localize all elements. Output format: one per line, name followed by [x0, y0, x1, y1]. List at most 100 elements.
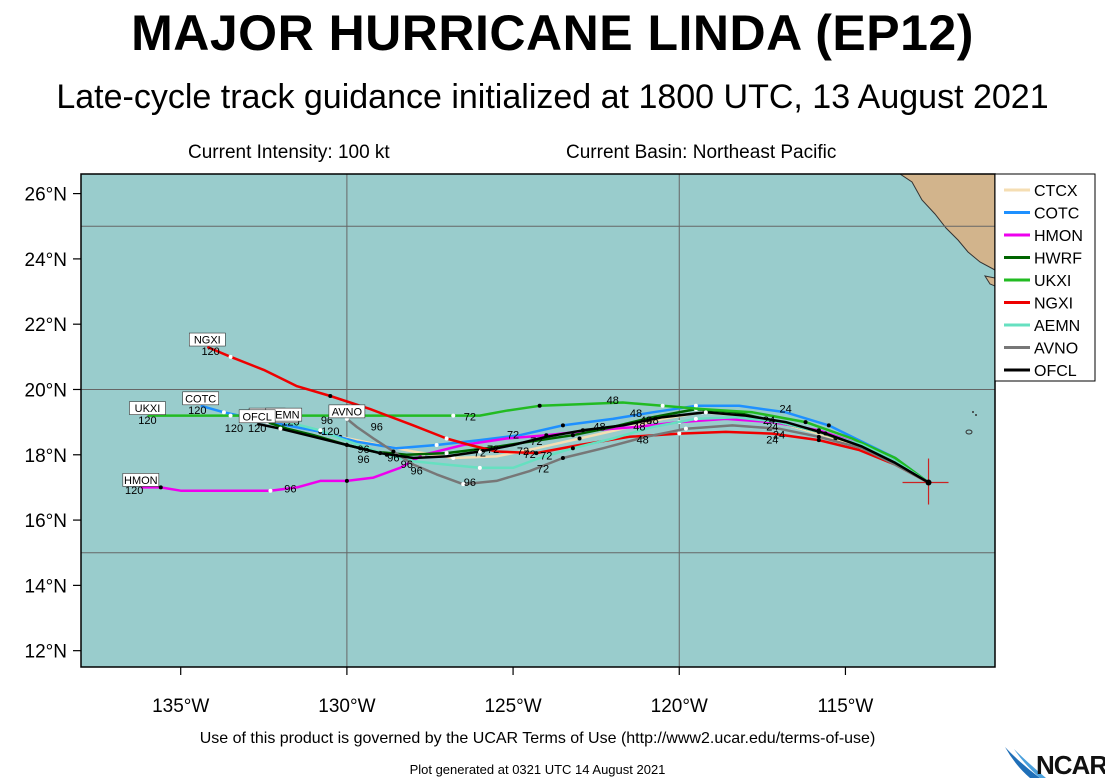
svg-text:HMON: HMON	[124, 475, 158, 487]
lon-tick-label: 125°W	[484, 696, 541, 717]
forecast-hour-label: 72	[474, 447, 486, 459]
forecast-hour-label: 72	[524, 449, 536, 461]
legend-label-avno: AVNO	[1034, 341, 1078, 358]
map-title: MAJOR HURRICANE LINDA (EP12)	[131, 5, 974, 61]
track-point	[328, 394, 333, 399]
forecast-hour-label: 48	[593, 421, 605, 433]
track-point	[803, 420, 808, 425]
forecast-hour-label: 48	[607, 395, 619, 407]
track-point	[228, 413, 233, 418]
lon-tick-label: 115°W	[818, 696, 874, 717]
track-end-label-cotc: COTC	[182, 391, 219, 405]
current-intensity: Current Intensity: 100 kt	[188, 142, 390, 163]
forecast-hour-label: 48	[640, 415, 652, 427]
track-point	[660, 403, 665, 408]
lon-tick-label: 130°W	[318, 696, 375, 717]
track-point	[228, 354, 233, 359]
forecast-hour-label: 96	[357, 454, 369, 466]
legend-label-hmon: HMON	[1034, 228, 1083, 245]
track-end-label-ngxi: NGXI	[188, 332, 226, 347]
forecast-hour-label: 120	[125, 485, 143, 497]
track-point	[477, 449, 482, 454]
track-point	[268, 488, 273, 493]
track-point	[158, 485, 163, 490]
forecast-hour-label: 48	[647, 415, 659, 427]
lat-tick-label: 12°N	[25, 642, 67, 663]
map-subtitle: Late-cycle track guidance initialized at…	[56, 78, 1049, 116]
legend-label-ctcx: CTCX	[1034, 183, 1078, 200]
track-point	[344, 478, 349, 483]
track-end-label-hmon: HMON	[122, 473, 160, 487]
island-marker	[972, 411, 974, 413]
lat-tick-label: 18°N	[25, 446, 67, 467]
svg-text:COTC: COTC	[185, 393, 216, 405]
legend-label-aemn: AEMN	[1034, 318, 1080, 335]
plot-generated: Plot generated at 0321 UTC 14 August 202…	[409, 762, 666, 777]
forecast-hour-label: 120	[201, 346, 219, 358]
legend-label-ofcl: OFCL	[1034, 363, 1077, 380]
lat-tick-label: 16°N	[25, 511, 67, 532]
track-point	[693, 416, 698, 421]
forecast-hour-label: 72	[464, 412, 476, 424]
map-frame	[80, 173, 996, 668]
forecast-hour-label: 96	[357, 444, 369, 456]
forecast-hour-label: 120	[138, 415, 156, 427]
svg-text:NGXI: NGXI	[194, 335, 221, 347]
forecast-hour-label: 72	[517, 446, 529, 458]
track-point	[537, 403, 542, 408]
legend-label-ukxi: UKXI	[1034, 273, 1071, 290]
track-point	[560, 456, 565, 461]
forecast-hour-label: 72	[487, 444, 499, 456]
track-point	[378, 451, 383, 456]
track-point	[451, 413, 456, 418]
track-point	[434, 442, 439, 447]
forecast-hour-label: 96	[284, 483, 296, 495]
lon-tick-label: 120°W	[651, 696, 708, 717]
current-basin: Current Basin: Northeast Pacific	[566, 142, 837, 163]
track-point	[391, 449, 396, 454]
lat-tick-label: 26°N	[25, 185, 67, 206]
track-point	[221, 410, 226, 415]
forecast-hour-label: 24	[766, 434, 778, 446]
lat-tick-label: 14°N	[25, 576, 67, 597]
track-point	[826, 423, 831, 428]
track-point	[703, 410, 708, 415]
track-point	[570, 446, 575, 451]
track-point	[816, 438, 821, 443]
forecast-hour-label: 24	[763, 415, 775, 427]
ocean-area	[81, 174, 995, 667]
track-point	[580, 428, 585, 433]
forecast-hour-label: 72	[507, 429, 519, 441]
track-point	[823, 431, 828, 436]
track-point	[444, 436, 449, 441]
legend-label-ngxi: NGXI	[1034, 296, 1073, 313]
forecast-hour-label: 120	[248, 423, 266, 435]
svg-text:AVNO: AVNO	[332, 406, 363, 418]
lat-tick-label: 22°N	[25, 315, 67, 336]
forecast-hour-label: 24	[779, 403, 791, 415]
forecast-hour-label: 96	[401, 459, 413, 471]
forecast-hour-label: 96	[411, 465, 423, 477]
svg-text:OFCL: OFCL	[242, 411, 271, 423]
forecast-hour-label: 96	[387, 452, 399, 464]
island-marker	[965, 429, 973, 435]
track-end-label-avno: AVNO	[328, 404, 366, 418]
baja-california-land	[899, 174, 995, 271]
lat-tick-label: 24°N	[25, 250, 67, 271]
forecast-hour-label: 24	[766, 421, 778, 433]
track-point	[816, 434, 821, 439]
forecast-hour-label: 120	[188, 405, 206, 417]
track-point	[318, 428, 323, 433]
forecast-hour-label: 72	[540, 451, 552, 463]
track-end-label-ofcl: OFCL	[238, 409, 276, 423]
track-point	[278, 426, 283, 431]
track-point	[534, 451, 539, 456]
track-point	[570, 433, 575, 438]
track-point	[683, 426, 688, 431]
svg-text:UKXI: UKXI	[135, 403, 161, 415]
forecast-hour-label: 24	[773, 429, 785, 441]
forecast-hour-label: 48	[633, 421, 645, 433]
forecast-hour-label: 96	[371, 421, 383, 433]
lon-tick-label: 135°W	[152, 696, 209, 717]
track-point	[693, 403, 698, 408]
